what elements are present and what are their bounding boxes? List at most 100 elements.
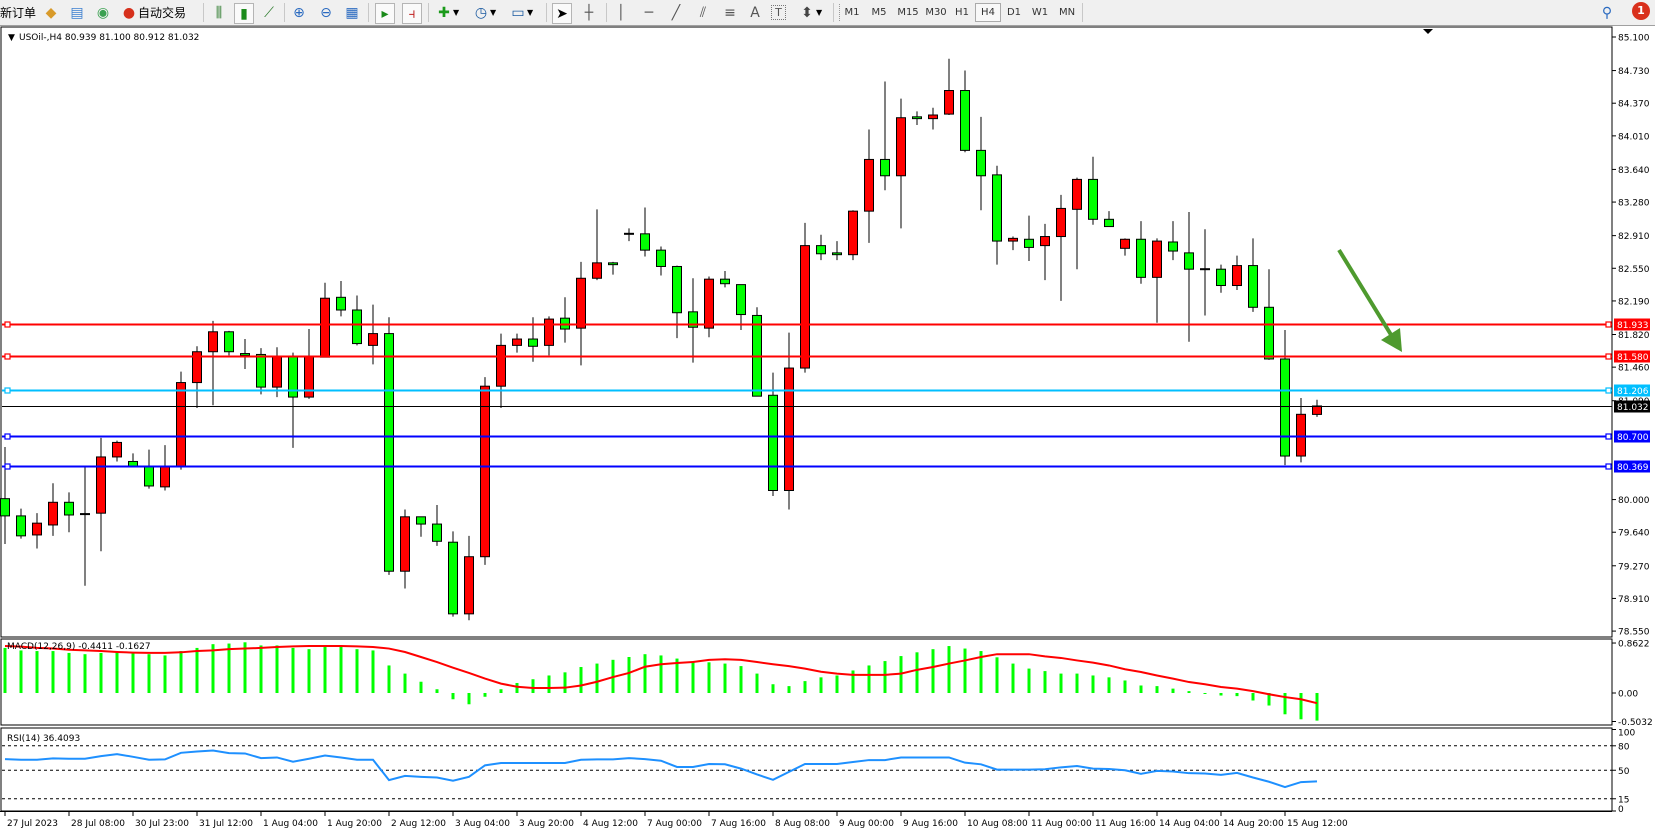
macd-bar xyxy=(675,658,679,693)
candle xyxy=(352,295,362,346)
timeframe-mn[interactable]: MN xyxy=(1058,7,1076,18)
rsi-label: RSI(14) 36.4093 xyxy=(7,734,80,744)
horizontal-lines[interactable]: 81.933 81.580 81.206 80.700 80.369 xyxy=(2,318,1650,474)
timeframe-h1[interactable]: H1 xyxy=(955,7,969,18)
rsi-axis-label: 15 xyxy=(1618,795,1629,805)
candle-body xyxy=(1072,178,1082,210)
candle xyxy=(64,492,74,533)
candle-body xyxy=(368,333,378,346)
candle xyxy=(1232,255,1242,291)
chart-header-triangle[interactable]: ▼ xyxy=(8,33,15,43)
search-icon[interactable]: ⚲ xyxy=(1601,4,1613,21)
candle-body xyxy=(944,90,954,115)
rsi-axis-label: 50 xyxy=(1618,767,1630,777)
candle-body xyxy=(576,277,586,329)
macd-bar xyxy=(1091,675,1095,693)
candle-body xyxy=(144,465,154,487)
price-axis-label: 85.100 xyxy=(1618,34,1650,44)
candle xyxy=(688,278,698,363)
indicators-icon[interactable]: ✚ ▼ xyxy=(438,4,460,21)
periods-icon[interactable]: ◷ ▼ xyxy=(474,4,497,21)
macd-bar xyxy=(867,665,871,693)
text-label-icon[interactable]: T xyxy=(771,3,786,22)
autotrading-label: 自动交易 xyxy=(138,6,187,20)
candlestick-icon[interactable]: ▮ xyxy=(234,3,254,24)
macd-bar xyxy=(1059,673,1063,693)
arrows-icon[interactable]: ⬍ ▼ xyxy=(801,4,823,21)
candle xyxy=(1248,238,1258,312)
candle xyxy=(880,81,890,191)
macd-indicator: 0.8622 0.00 -0.5032 xyxy=(3,640,1653,728)
candle xyxy=(1056,194,1066,301)
candle-body xyxy=(1136,238,1146,278)
candle-body xyxy=(1040,236,1050,247)
auto-scroll-icon[interactable]: ▸ xyxy=(375,3,395,24)
bar-chart-icon[interactable]: ⫼ xyxy=(215,4,223,21)
fibonacci-icon[interactable]: ≡ xyxy=(724,4,736,21)
notification-badge[interactable]: 1 xyxy=(1632,2,1650,20)
down-arrow-annotation[interactable] xyxy=(1337,248,1402,352)
new-order-button[interactable]: 新订单 xyxy=(0,6,37,20)
candle xyxy=(912,111,922,125)
navigator-icon[interactable]: ▤ xyxy=(70,4,84,21)
signals-icon[interactable]: ◉ xyxy=(96,4,110,21)
line-handle xyxy=(4,353,11,360)
candle-body xyxy=(320,297,330,358)
timeframe-m15[interactable]: M15 xyxy=(897,7,919,18)
macd-bar xyxy=(435,689,439,693)
chart-window[interactable]: 81.933 81.580 81.206 80.700 80.369 0.8622 0.0… xyxy=(0,26,1655,835)
candle-body xyxy=(256,353,266,388)
vertical-line-icon[interactable]: │ xyxy=(616,4,626,21)
chart-shift-icon[interactable]: ⫞ xyxy=(402,3,422,24)
macd-bar xyxy=(915,652,919,693)
timeframe-w1[interactable]: W1 xyxy=(1031,7,1049,18)
candle xyxy=(448,531,458,617)
market-watch-icon[interactable]: ◆ xyxy=(45,4,57,21)
timeframe-m1[interactable]: M1 xyxy=(844,7,860,18)
macd-bar xyxy=(83,654,87,693)
macd-bar xyxy=(1251,693,1255,701)
macd-bar xyxy=(579,667,583,693)
macd-bar xyxy=(771,684,775,693)
macd-bar xyxy=(227,643,231,693)
autotrading-button[interactable]: ● 自动交易 xyxy=(120,3,186,22)
templates-icon[interactable]: ▭ ▼ xyxy=(511,4,534,21)
chart-shift-marker[interactable] xyxy=(1423,29,1433,34)
candle xyxy=(576,261,586,366)
candle xyxy=(1120,238,1130,256)
zoom-in-icon[interactable]: ⊕ xyxy=(293,4,305,21)
timeframe-m30[interactable]: M30 xyxy=(925,7,947,18)
axes: 85.100 84.730 84.370 84.010 83.640 83.280 82.9… xyxy=(0,34,1650,829)
timeframe-d1[interactable]: D1 xyxy=(1006,7,1022,18)
macd-bar xyxy=(547,675,551,693)
candle xyxy=(416,516,426,537)
candle-body xyxy=(1120,238,1130,249)
text-icon[interactable]: A xyxy=(750,4,760,21)
time-axis-label: 15 Aug 12:00 xyxy=(1287,819,1348,829)
timeframe-h4[interactable]: H4 xyxy=(975,3,1001,22)
equidistant-channel-icon[interactable]: ⫽ xyxy=(699,4,707,21)
macd-bar xyxy=(403,673,407,693)
timeframe-m5[interactable]: M5 xyxy=(871,7,887,18)
macd-bar xyxy=(3,647,7,693)
candle xyxy=(176,371,186,470)
price-axis-label: 82.550 xyxy=(1618,265,1650,275)
zoom-out-icon[interactable]: ⊖ xyxy=(320,4,332,21)
macd-bar xyxy=(339,646,343,693)
candle xyxy=(640,207,650,257)
candle-body xyxy=(544,318,554,346)
candle-body xyxy=(1216,268,1226,287)
macd-axis-label: 0.00 xyxy=(1618,690,1638,700)
cursor-icon[interactable]: ➤ xyxy=(552,3,572,24)
macd-bar xyxy=(35,651,39,693)
macd-bar xyxy=(595,663,599,693)
horizontal-line-icon[interactable]: ─ xyxy=(644,4,654,21)
price-tag-label: 81.933 xyxy=(1617,321,1649,331)
tile-windows-icon[interactable]: ▦ xyxy=(345,4,359,21)
trendline-icon[interactable]: ╱ xyxy=(671,4,681,21)
candle xyxy=(976,116,986,211)
line-chart-icon[interactable]: ⟋ xyxy=(264,4,274,21)
crosshair-icon[interactable]: ┼ xyxy=(584,4,594,21)
candle xyxy=(736,284,746,330)
candle-body xyxy=(1184,252,1194,270)
